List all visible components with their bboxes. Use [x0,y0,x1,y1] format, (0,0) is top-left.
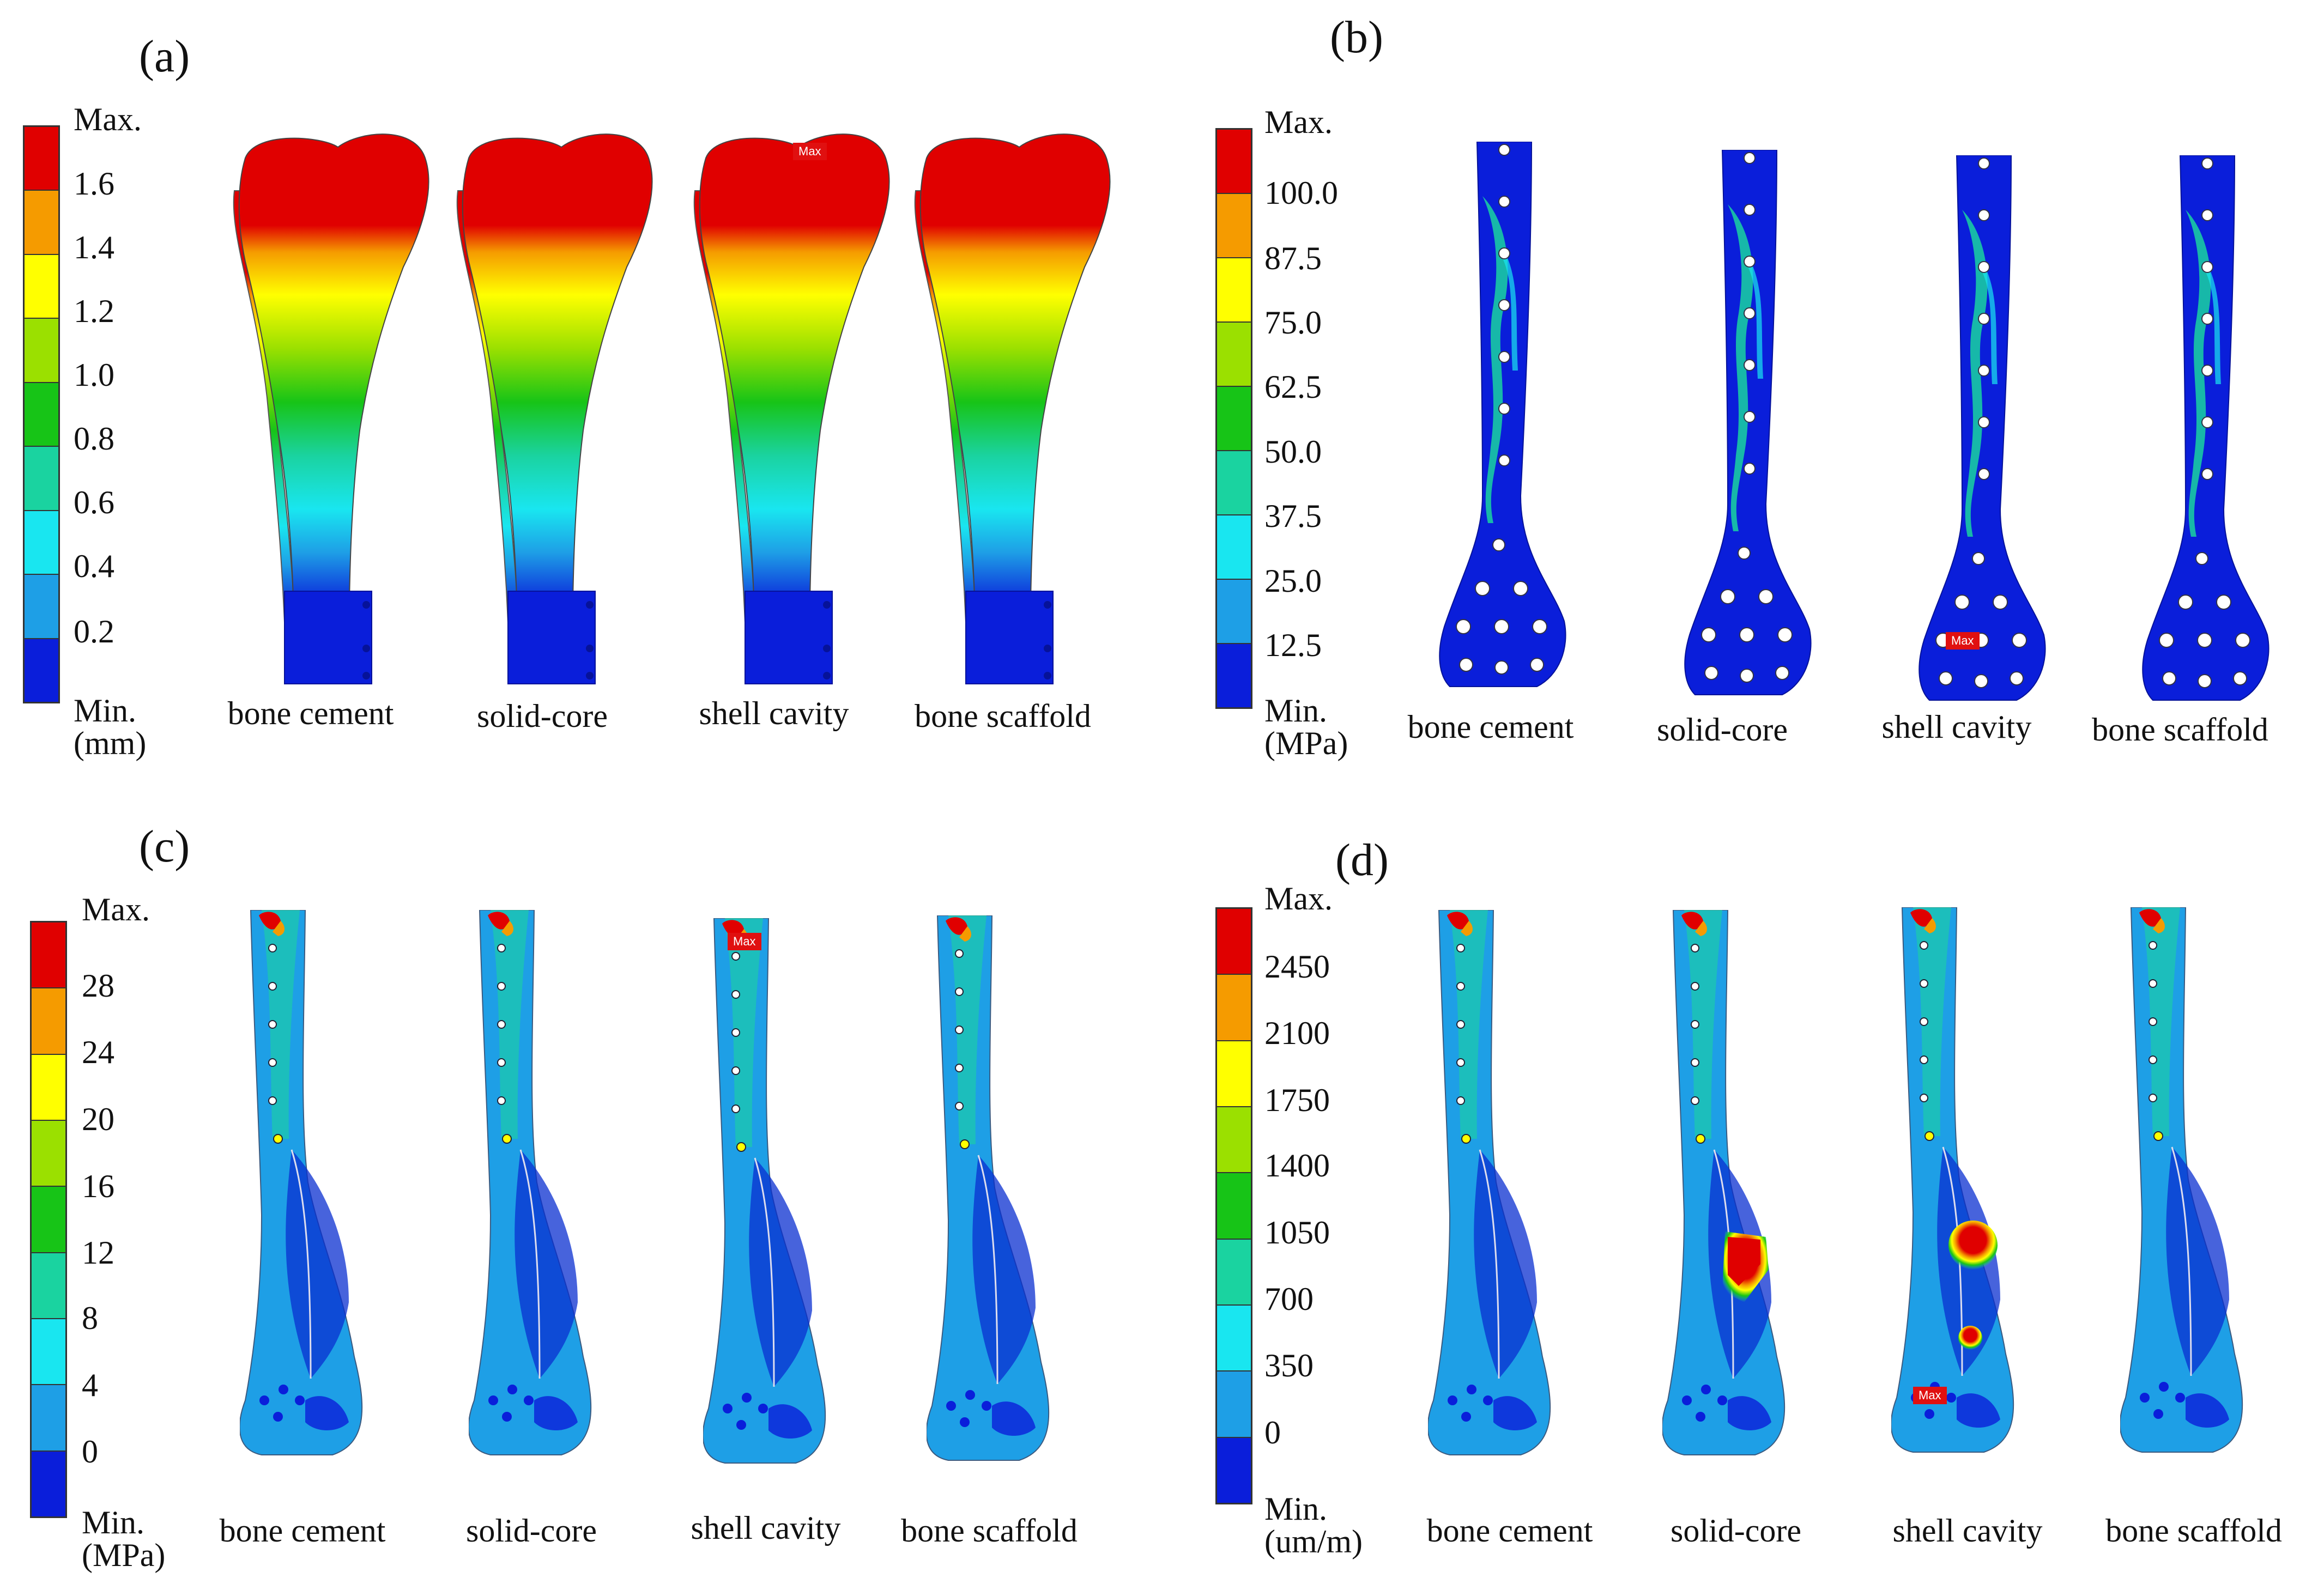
color-scale-bar [23,125,60,703]
scale-unit: (MPa) [1264,725,1348,761]
scale-tick: 50.0 [1264,434,1322,470]
model-caption: bone cement [227,695,394,731]
model-caption: bone cement [219,1513,386,1549]
model-caption: shell cavity [1881,709,2032,745]
panel-label: (d) [1335,835,1389,885]
femur-model-bone-scaffold [927,915,1074,1477]
model-caption: solid-core [1657,712,1788,748]
model-caption: bone scaffold [2105,1513,2282,1549]
scale-tick: 37.5 [1264,498,1322,534]
scale-tick: 1.2 [74,293,114,329]
scale-tick: 62.5 [1264,369,1322,405]
scale-tick: 75.0 [1264,305,1322,341]
scale-min-label: Min. [74,693,137,729]
model-caption: solid-core [477,698,608,734]
scale-min-label: Min. [82,1504,145,1540]
femur-model-bone-cement [1428,910,1575,1471]
plate-model-bone-cement [1439,142,1570,708]
scale-tick: 0.2 [74,614,114,650]
model-caption: bone scaffold [2092,712,2268,748]
scale-max-label: Max. [1264,881,1333,917]
color-scale-bar [1215,128,1252,709]
femur-model-shell-cavity [703,918,850,1479]
max-marker: Max [728,933,761,950]
scale-tick: 24 [82,1034,114,1070]
femur-model-solid-core [1662,910,1809,1471]
femur-model-solid-core [469,910,616,1471]
tibia-model-shell-cavity [684,125,897,697]
scale-tick: 350 [1264,1348,1314,1383]
color-scale-bar [30,921,67,1518]
scale-tick: 2100 [1264,1015,1330,1051]
scale-tick: 87.5 [1264,240,1322,276]
scale-max-label: Max. [1264,104,1333,140]
model-caption: bone cement [1426,1513,1593,1549]
scale-tick: 1.4 [74,229,114,265]
tibia-model-bone-scaffold [905,125,1117,697]
scale-tick: 1050 [1264,1215,1330,1251]
scale-min-label: Min. [1264,1491,1328,1527]
scale-tick: 1.0 [74,357,114,393]
scale-tick: 25.0 [1264,563,1322,599]
scale-unit: (um/m) [1264,1524,1363,1559]
femur-model-shell-cavity [1891,907,2038,1468]
tibia-model-bone-cement [223,125,436,697]
scale-min-label: Min. [1264,693,1328,729]
scale-unit: (MPa) [82,1537,166,1573]
femur-model-bone-scaffold [2120,907,2267,1468]
panel-label: (a) [139,31,190,82]
model-caption: bone cement [1407,709,1574,745]
model-caption: solid-core [466,1513,597,1549]
max-marker: Max [1946,632,1980,650]
scale-tick: 12.5 [1264,627,1322,663]
scale-max-label: Max. [74,101,142,137]
scale-tick: 700 [1264,1281,1314,1317]
scale-tick: 0 [82,1434,98,1470]
scale-tick: 0.4 [74,548,114,584]
max-marker: Max [1913,1387,1947,1404]
scale-tick: 100.0 [1264,175,1338,211]
plate-model-shell-cavity [1918,155,2049,722]
color-scale-bar [1215,907,1252,1504]
plate-model-solid-core [1684,150,1815,717]
scale-tick: 0 [1264,1415,1281,1451]
tibia-model-solid-core [447,125,659,697]
plate-model-bone-scaffold [2142,155,2273,722]
scale-max-label: Max. [82,891,150,927]
scale-tick: 1750 [1264,1082,1330,1118]
scale-tick: 4 [82,1367,98,1403]
panel-label: (b) [1330,12,1383,63]
model-caption: shell cavity [1892,1513,2043,1549]
model-caption: shell cavity [699,695,849,731]
panel-label: (c) [139,821,190,872]
scale-tick: 12 [82,1235,114,1271]
scale-tick: 16 [82,1168,114,1204]
scale-tick: 1.6 [74,166,114,202]
model-caption: shell cavity [691,1510,841,1546]
model-caption: solid-core [1671,1513,1801,1549]
max-marker: Max [793,143,827,160]
model-caption: bone scaffold [901,1513,1078,1549]
scale-tick: 0.6 [74,484,114,520]
scale-tick: 8 [82,1300,98,1336]
scale-unit: (mm) [74,725,147,761]
scale-tick: 0.8 [74,421,114,457]
scale-tick: 1400 [1264,1148,1330,1184]
scale-tick: 28 [82,968,114,1004]
scale-tick: 20 [82,1101,114,1137]
femur-model-bone-cement [240,910,387,1471]
scale-tick: 2450 [1264,949,1330,985]
model-caption: bone scaffold [915,698,1091,734]
